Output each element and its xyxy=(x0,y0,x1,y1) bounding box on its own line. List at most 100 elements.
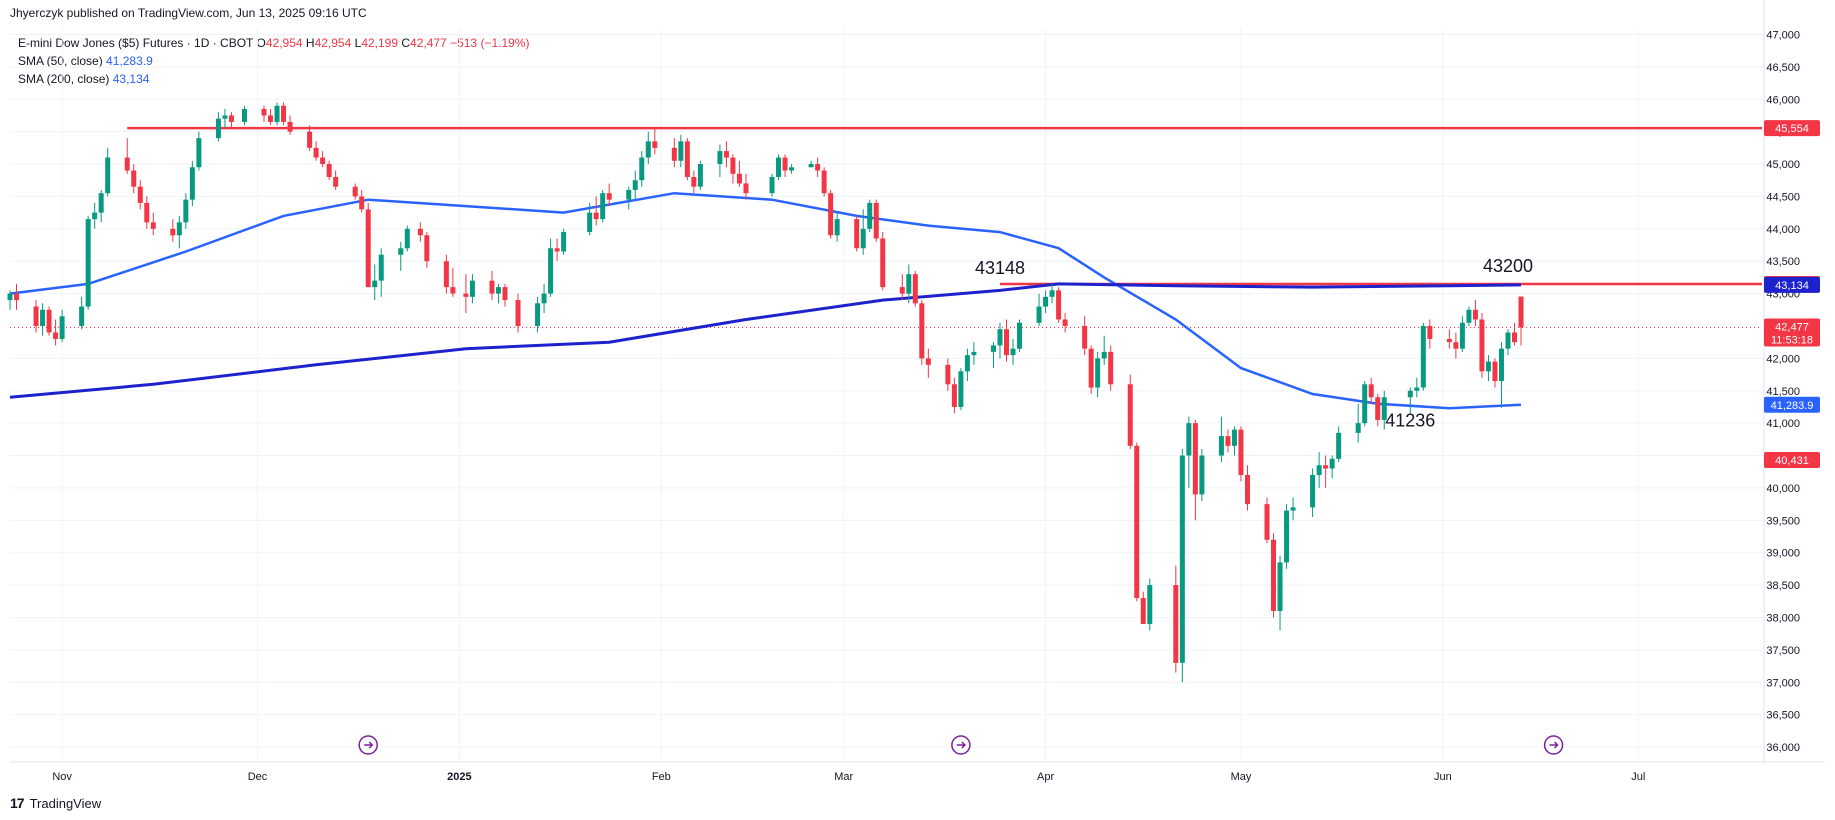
price-badge xyxy=(1764,318,1820,347)
candle xyxy=(333,170,339,190)
candle xyxy=(1362,381,1368,427)
candle-body xyxy=(372,280,378,288)
candle-body xyxy=(1225,436,1231,446)
candle xyxy=(40,303,46,336)
event-marker-icon[interactable] xyxy=(1543,735,1564,755)
candle xyxy=(548,238,554,297)
x-tick-label: Dec xyxy=(248,771,268,783)
y-tick-label: 47,000 xyxy=(1766,29,1800,41)
candle-body xyxy=(561,232,567,252)
y-tick-label: 42,000 xyxy=(1766,353,1800,365)
candle-body xyxy=(912,274,918,304)
candle xyxy=(678,134,684,168)
price-annotation: 43148 xyxy=(975,258,1025,278)
x-tick-label: Apr xyxy=(1037,771,1054,783)
candle xyxy=(124,138,130,174)
candle xyxy=(1134,442,1140,602)
candle-body xyxy=(1420,325,1426,388)
candle-body xyxy=(326,164,332,177)
candle xyxy=(671,138,677,168)
candle xyxy=(1108,345,1114,391)
candle-body xyxy=(489,280,495,294)
candle xyxy=(98,189,104,223)
event-marker-icon[interactable] xyxy=(358,735,378,755)
candle-body xyxy=(1284,510,1290,563)
candle-body xyxy=(1010,348,1016,356)
candle-body xyxy=(1446,338,1452,343)
candle xyxy=(1264,497,1270,543)
tradingview-brand[interactable]: 17 TradingView xyxy=(10,795,101,811)
candle-body xyxy=(1218,436,1224,456)
candle xyxy=(398,241,404,271)
candle xyxy=(1043,290,1049,314)
y-tick-label: 46,500 xyxy=(1766,62,1800,74)
candle-body xyxy=(515,300,521,326)
candle-body xyxy=(85,219,91,307)
x-tick-label: Feb xyxy=(652,771,671,783)
event-marker-icon[interactable] xyxy=(951,735,971,755)
candle-body xyxy=(417,228,423,236)
event-marker-arrow xyxy=(1549,741,1559,749)
candle xyxy=(417,222,423,242)
x-tick-label: Jul xyxy=(1631,771,1645,783)
candle xyxy=(821,167,827,197)
candle xyxy=(463,274,469,314)
candle xyxy=(1284,504,1290,569)
candle xyxy=(1485,355,1491,382)
candle xyxy=(92,202,98,229)
legend-sma200-row[interactable]: SMA (200, close) 43,134 xyxy=(18,70,529,88)
sma200-value: 43,134 xyxy=(112,72,150,86)
candle-body xyxy=(880,238,886,288)
candle xyxy=(600,189,606,223)
candle xyxy=(789,164,795,174)
candle xyxy=(880,232,886,291)
candle-body xyxy=(1082,325,1088,349)
candle xyxy=(33,300,39,333)
candle-body xyxy=(867,202,873,229)
candle xyxy=(1088,345,1094,394)
symbol-title[interactable]: E-mini Dow Jones ($5) Futures · 1D · CBO… xyxy=(18,36,254,50)
legend-sma50-row[interactable]: SMA (50, close) 41,283.9 xyxy=(18,52,529,70)
candle-body xyxy=(951,384,957,407)
candle-body xyxy=(1290,507,1296,511)
candle xyxy=(717,144,723,177)
y-tick-label: 37,000 xyxy=(1766,677,1800,689)
candle-body xyxy=(717,151,723,165)
candle xyxy=(1336,426,1342,463)
resistance-lines xyxy=(10,126,1762,328)
candle xyxy=(1518,296,1524,346)
candle-body xyxy=(40,309,46,326)
candle-body xyxy=(1381,397,1387,420)
y-tick-label: 43,500 xyxy=(1766,256,1800,268)
candle xyxy=(632,170,638,200)
candle xyxy=(1179,449,1185,683)
candle xyxy=(404,225,410,252)
candle xyxy=(730,154,736,184)
candle-body xyxy=(1355,423,1361,433)
candle-body xyxy=(313,147,319,158)
candle xyxy=(1505,329,1511,356)
candle-body xyxy=(1485,361,1491,372)
candle xyxy=(443,254,449,294)
candle-body xyxy=(776,157,782,177)
candle xyxy=(1381,390,1387,430)
candle-body xyxy=(1492,361,1498,382)
candle xyxy=(535,296,541,333)
candle xyxy=(1062,313,1068,333)
open-value: 42,954 xyxy=(265,36,303,50)
candle-body xyxy=(1140,598,1146,624)
candle-body xyxy=(645,141,651,158)
candle-body xyxy=(1271,539,1277,612)
price-badge xyxy=(1764,120,1820,137)
candle xyxy=(1244,465,1250,511)
candle-body xyxy=(378,254,384,281)
price-badges: 45,55443,14843,13442,47711:53:1841,283.9… xyxy=(1764,120,1820,469)
chart-legend: E-mini Dow Jones ($5) Futures · 1D · CBO… xyxy=(18,34,529,88)
candle xyxy=(274,102,280,126)
sma50-line xyxy=(9,191,1522,410)
candle-body xyxy=(873,202,879,239)
price-badge xyxy=(1764,396,1820,413)
candle-body xyxy=(261,108,267,116)
candle-body xyxy=(821,170,827,194)
